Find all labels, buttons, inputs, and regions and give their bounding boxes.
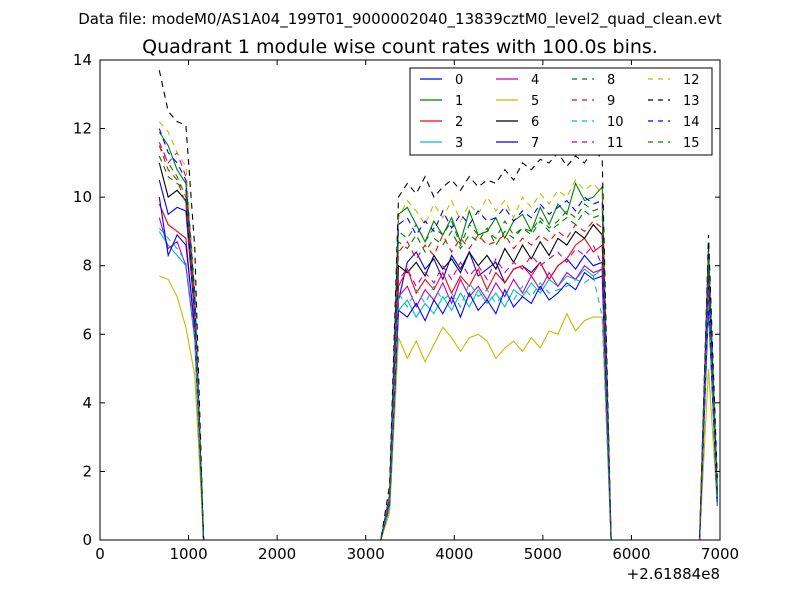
series-layer	[158, 70, 718, 540]
legend-label-1: 1	[455, 94, 463, 109]
y-tick-label: 0	[82, 531, 92, 549]
legend-label-2: 2	[455, 115, 463, 130]
legend-label-12: 12	[683, 73, 700, 88]
series-line-2	[158, 203, 718, 540]
y-tick-label: 12	[73, 120, 92, 138]
legend-label-3: 3	[455, 136, 463, 151]
legend-label-9: 9	[607, 94, 615, 109]
legend-label-14: 14	[683, 115, 700, 130]
series-line-14	[158, 128, 718, 540]
legend-label-15: 15	[683, 136, 700, 151]
legend-label-7: 7	[531, 136, 539, 151]
chart-title: Quadrant 1 module wise count rates with …	[142, 36, 658, 58]
legend-label-13: 13	[683, 94, 700, 109]
legend-label-5: 5	[531, 94, 539, 109]
legend-box	[409, 67, 713, 156]
series-line-3	[158, 231, 718, 540]
series-line-0	[158, 179, 718, 540]
y-tick-label: 4	[82, 394, 92, 412]
plot-frame	[99, 59, 721, 541]
y-tick-label: 2	[82, 462, 92, 480]
x-tick-label: 6000	[612, 545, 650, 563]
legend-label-0: 0	[455, 73, 463, 88]
legend-label-8: 8	[607, 73, 615, 88]
legend-label-6: 6	[531, 115, 539, 130]
legend-label-10: 10	[607, 115, 624, 130]
series-line-13	[158, 70, 718, 540]
series-line-1	[158, 131, 718, 540]
x-tick-label: 7000	[701, 545, 739, 563]
x-tick-label: 1000	[169, 545, 207, 563]
series-line-5	[159, 275, 718, 540]
series-line-7	[158, 197, 718, 540]
y-tick-label: 6	[82, 325, 92, 343]
series-line-10	[158, 227, 718, 540]
data-file-title: Data file: modeM0/AS1A04_199T01_90000020…	[78, 10, 722, 28]
x-tick-label: 3000	[347, 545, 385, 563]
x-tick-label: 2000	[258, 545, 296, 563]
x-tick-label: 5000	[524, 545, 562, 563]
x-offset-label: +2.61884e8	[627, 565, 720, 583]
series-line-6	[158, 162, 718, 540]
series-line-11	[158, 142, 718, 540]
series-line-9	[158, 145, 718, 540]
series-line-15	[158, 155, 718, 540]
y-tick-label: 10	[73, 188, 92, 206]
y-tick-label: 14	[73, 51, 92, 69]
series-line-12	[158, 121, 718, 540]
legend-label-4: 4	[531, 73, 539, 88]
legend-label-11: 11	[607, 136, 624, 151]
y-tick-label: 8	[82, 257, 92, 275]
x-tick-label: 0	[95, 545, 105, 563]
series-line-4	[158, 217, 718, 540]
x-tick-label: 4000	[435, 545, 473, 563]
series-line-8	[158, 145, 718, 540]
